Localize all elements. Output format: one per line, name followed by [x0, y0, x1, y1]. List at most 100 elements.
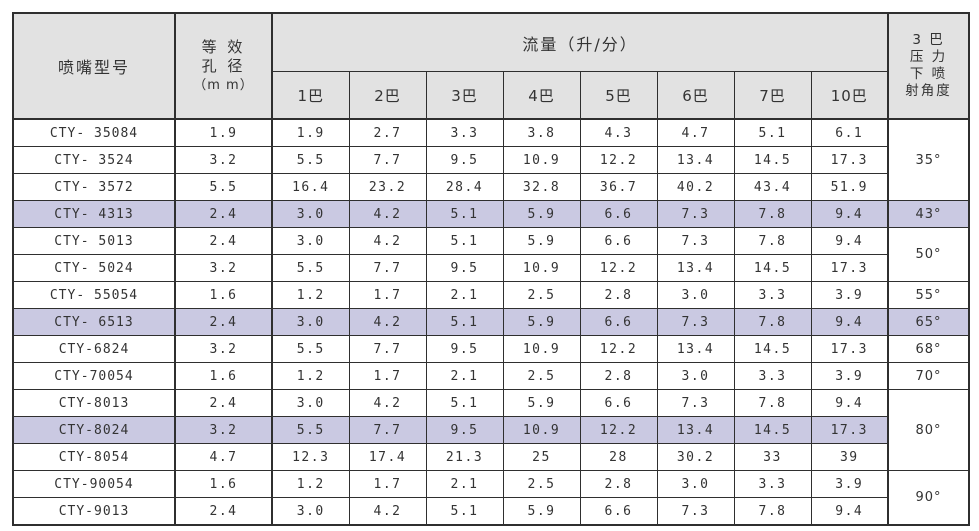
aperture-cell: 2.4: [174, 497, 273, 526]
aperture-cell: 1.6: [174, 281, 273, 309]
flow-cell: 5.5: [271, 335, 350, 363]
flow-cell: 28: [579, 443, 658, 471]
flow-cell: 5.9: [502, 227, 581, 255]
flow-cell: 13.4: [656, 146, 735, 174]
flow-cell: 1.9: [271, 118, 350, 147]
flow-cell: 6.6: [579, 308, 658, 336]
flow-cell: 2.7: [348, 118, 427, 147]
table-row: CTY-70054 1.6 1.2 1.7 2.1 2.5 2.8 3.0 3.3 3.9 70°: [12, 362, 970, 390]
flow-cell: 2.1: [425, 470, 504, 498]
flow-cell: 9.4: [810, 389, 889, 417]
flow-cell: 1.7: [348, 470, 427, 498]
flow-cell: 17.4: [348, 443, 427, 471]
flow-cell: 17.3: [810, 146, 889, 174]
aperture-cell: 3.2: [174, 335, 273, 363]
table-row: CTY- 4313 2.4 3.0 4.2 5.1 5.9 6.6 7.3 7.8 9.4 43°: [12, 200, 970, 228]
flow-cell: 4.3: [579, 118, 658, 147]
flow-cell: 7.3: [656, 308, 735, 336]
aperture-cell: 2.4: [174, 308, 273, 336]
model-cell: CTY-6824: [12, 335, 176, 363]
angle-cell: 55°: [887, 281, 970, 309]
flow-cell: 16.4: [271, 173, 350, 201]
flow-cell: 14.5: [733, 146, 812, 174]
header-angle-line2: 压 力: [909, 49, 948, 65]
table-row: CTY-6824 3.2 5.5 7.7 9.5 10.9 12.2 13.4 14.5 17.3…: [12, 335, 970, 363]
flow-cell: 7.3: [656, 227, 735, 255]
angle-cell: 35°: [887, 118, 970, 201]
header-model: 喷嘴型号: [12, 12, 176, 120]
flow-cell: 3.3: [733, 362, 812, 390]
flow-cell: 3.0: [656, 362, 735, 390]
model-cell: CTY-90054: [12, 470, 176, 498]
flow-cell: 5.1: [425, 227, 504, 255]
flow-cell: 6.6: [579, 227, 658, 255]
flow-cell: 25: [502, 443, 581, 471]
header-pressure-6: 6巴: [656, 71, 735, 120]
flow-cell: 4.2: [348, 497, 427, 526]
flow-cell: 3.0: [656, 281, 735, 309]
flow-cell: 36.7: [579, 173, 658, 201]
aperture-cell: 1.9: [174, 118, 273, 147]
aperture-cell: 2.4: [174, 389, 273, 417]
flow-cell: 3.9: [810, 281, 889, 309]
flow-cell: 7.7: [348, 146, 427, 174]
flow-cell: 4.2: [348, 200, 427, 228]
flow-cell: 3.0: [271, 227, 350, 255]
flow-cell: 9.5: [425, 254, 504, 282]
flow-cell: 14.5: [733, 416, 812, 444]
flow-cell: 5.5: [271, 146, 350, 174]
flow-cell: 4.2: [348, 227, 427, 255]
model-cell: CTY- 5013: [12, 227, 176, 255]
nozzle-flow-table: 喷嘴型号 等 效 孔 径 （m m） 流量（升/分） 3 巴 压 力 下 喷 射…: [12, 12, 971, 526]
model-cell: CTY- 5024: [12, 254, 176, 282]
aperture-cell: 4.7: [174, 443, 273, 471]
angle-cell: 80°: [887, 389, 970, 471]
flow-cell: 13.4: [656, 254, 735, 282]
flow-cell: 5.1: [733, 118, 812, 147]
angle-cell: 90°: [887, 470, 970, 526]
flow-cell: 6.6: [579, 497, 658, 526]
model-cell: CTY-8024: [12, 416, 176, 444]
flow-cell: 4.2: [348, 389, 427, 417]
header-aperture-line1: 等 效: [201, 37, 246, 56]
angle-cell: 50°: [887, 227, 970, 282]
flow-cell: 2.8: [579, 470, 658, 498]
flow-cell: 2.1: [425, 362, 504, 390]
flow-cell: 10.9: [502, 335, 581, 363]
flow-cell: 3.0: [271, 308, 350, 336]
header-pressure-4: 4巴: [502, 71, 581, 120]
table-row: CTY- 3572 5.5 16.4 23.2 28.4 32.8 36.7 40.2 43.4…: [12, 173, 969, 201]
header-angle-line1: 3 巴: [912, 32, 945, 48]
flow-cell: 5.1: [425, 389, 504, 417]
table-row: CTY- 5013 2.4 3.0 4.2 5.1 5.9 6.6 7.3 7.8 9.4 50°: [12, 227, 970, 282]
table-row: CTY- 5024 3.2 5.5 7.7 9.5 10.9 12.2 13.4 14.5 17.…: [12, 254, 969, 282]
flow-cell: 7.8: [733, 497, 812, 526]
flow-cell: 9.4: [810, 227, 889, 255]
flow-cell: 2.5: [502, 362, 581, 390]
header-pressure-2: 2巴: [348, 71, 427, 120]
model-cell: CTY- 4313: [12, 200, 176, 228]
flow-cell: 7.7: [348, 416, 427, 444]
header-aperture-unit: （m m）: [193, 77, 254, 93]
flow-cell: 1.7: [348, 362, 427, 390]
flow-cell: 32.8: [502, 173, 581, 201]
flow-cell: 17.3: [810, 416, 889, 444]
table-row: CTY-8054 4.7 12.3 17.4 21.3 25 28 30.2 33 39: [12, 443, 969, 471]
flow-cell: 3.0: [271, 497, 350, 526]
aperture-cell: 2.4: [174, 227, 273, 255]
aperture-cell: 3.2: [174, 254, 273, 282]
flow-cell: 6.6: [579, 200, 658, 228]
flow-cell: 4.2: [348, 308, 427, 336]
flow-cell: 33: [733, 443, 812, 471]
table-row: CTY- 55054 1.6 1.2 1.7 2.1 2.5 2.8 3.0 3.3 3.9 55°: [12, 281, 970, 309]
flow-cell: 5.9: [502, 308, 581, 336]
flow-cell: 9.5: [425, 335, 504, 363]
header-aperture-line2: 孔 径: [201, 56, 246, 75]
flow-cell: 9.5: [425, 416, 504, 444]
model-cell: CTY-70054: [12, 362, 176, 390]
flow-cell: 17.3: [810, 335, 889, 363]
flow-cell: 10.9: [502, 254, 581, 282]
flow-cell: 21.3: [425, 443, 504, 471]
flow-cell: 12.2: [579, 254, 658, 282]
